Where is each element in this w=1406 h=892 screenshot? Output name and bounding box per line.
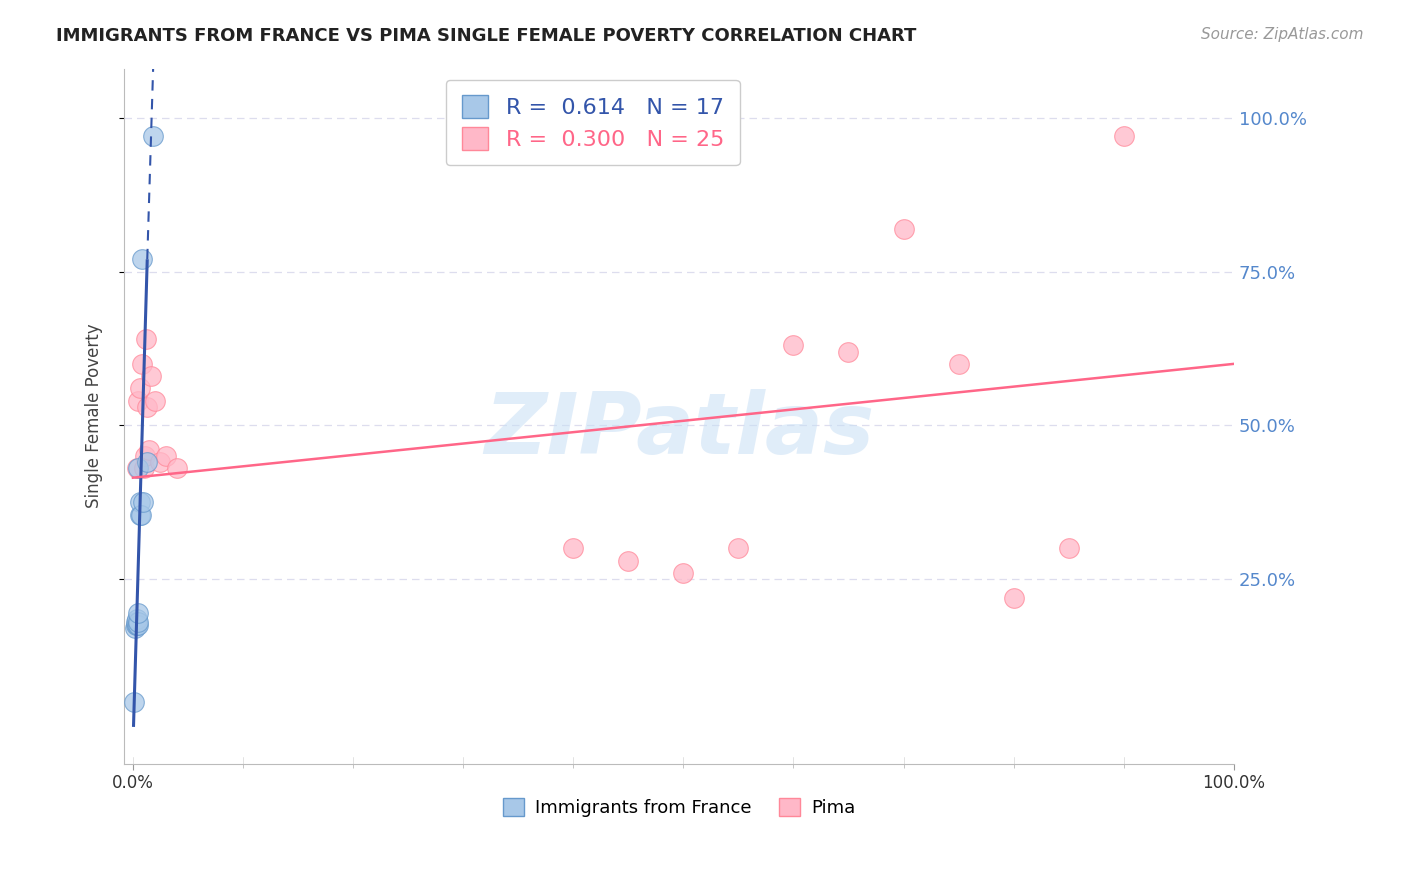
Point: [125, 618, 148, 632]
Point: [143, 393, 166, 408]
Point: [124, 622, 146, 636]
Point: [672, 566, 695, 580]
Point: [129, 508, 152, 522]
Point: [138, 443, 160, 458]
Point: [149, 455, 172, 469]
Point: [127, 618, 149, 632]
Point: [132, 461, 155, 475]
Text: Source: ZipAtlas.com: Source: ZipAtlas.com: [1201, 27, 1364, 42]
Point: [135, 332, 157, 346]
Point: [128, 508, 150, 522]
Point: [617, 554, 640, 568]
Point: [127, 615, 149, 630]
Point: [132, 495, 155, 509]
Point: [142, 129, 165, 144]
Point: [127, 393, 149, 408]
Point: [136, 400, 159, 414]
Point: [136, 455, 159, 469]
Text: ZIPatlas: ZIPatlas: [484, 389, 875, 472]
Point: [727, 541, 749, 556]
Point: [122, 695, 145, 709]
Point: [837, 344, 859, 359]
Point: [127, 618, 149, 632]
Point: [1112, 129, 1135, 144]
Point: [128, 495, 150, 509]
Point: [1057, 541, 1080, 556]
Point: [127, 461, 149, 475]
Point: [131, 357, 153, 371]
Point: [782, 338, 804, 352]
Point: [125, 615, 148, 630]
Point: [127, 461, 149, 475]
Point: [166, 461, 188, 475]
Point: [134, 449, 156, 463]
Point: [1002, 591, 1025, 605]
Point: [155, 449, 177, 463]
Point: [128, 382, 150, 396]
Point: [893, 221, 915, 235]
Point: [127, 612, 149, 626]
Point: [948, 357, 970, 371]
Point: [131, 252, 153, 267]
Legend: Immigrants from France, Pima: Immigrants from France, Pima: [495, 790, 863, 824]
Text: IMMIGRANTS FROM FRANCE VS PIMA SINGLE FEMALE POVERTY CORRELATION CHART: IMMIGRANTS FROM FRANCE VS PIMA SINGLE FE…: [56, 27, 917, 45]
Point: [139, 369, 162, 384]
Y-axis label: Single Female Poverty: Single Female Poverty: [86, 324, 103, 508]
Point: [562, 541, 585, 556]
Point: [127, 606, 149, 620]
